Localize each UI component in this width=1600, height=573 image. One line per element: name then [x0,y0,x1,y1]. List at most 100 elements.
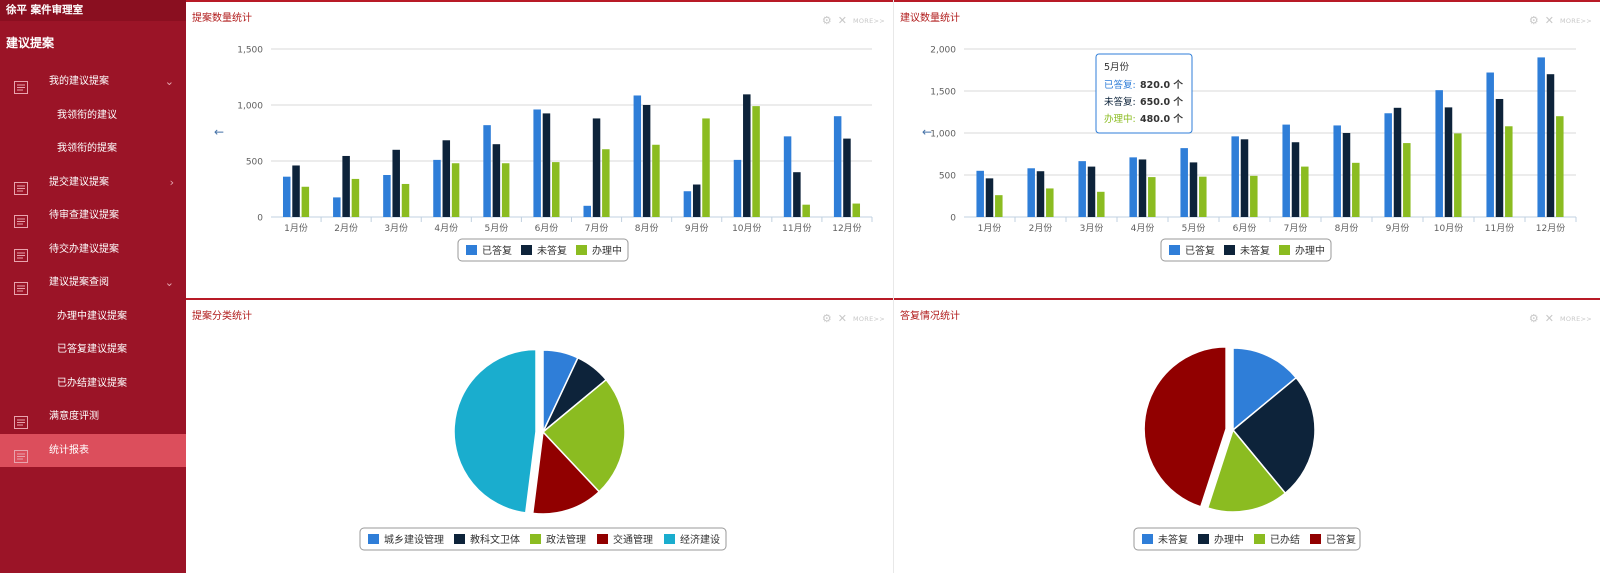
gear-icon[interactable]: ⚙ [1528,312,1539,325]
bar[interactable] [1384,113,1392,217]
legend-swatch[interactable] [1142,534,1153,544]
legend-label[interactable]: 未答复 [1240,244,1270,257]
bar[interactable] [1027,168,1035,217]
back-arrow-icon[interactable]: ← [214,125,224,139]
bar[interactable] [1301,166,1309,217]
sidebar-item-6[interactable]: 建议提案查阅 ⌄ [0,266,186,300]
legend-swatch[interactable] [576,245,587,255]
bar[interactable] [652,144,660,217]
bar[interactable] [1046,188,1054,217]
sidebar-item-8[interactable]: 已答复建议提案 [0,333,186,367]
sidebar-section-title[interactable]: 建议提案 [6,36,55,50]
more-link[interactable]: MORE>> [1559,315,1592,323]
bar[interactable] [793,172,801,217]
bar[interactable] [501,163,510,217]
more-link[interactable]: MORE>> [1559,17,1592,25]
bar[interactable] [1148,177,1156,217]
bar[interactable] [1556,116,1564,217]
bar[interactable] [383,175,391,217]
bar[interactable] [542,113,551,217]
gear-icon[interactable]: ⚙ [1528,14,1539,27]
legend-label[interactable]: 未答复 [1158,533,1188,546]
legend-label[interactable]: 交通管理 [613,533,653,546]
bar[interactable] [1486,72,1494,218]
bar[interactable] [633,95,642,217]
legend-label[interactable]: 经济建设 [680,533,720,546]
bar[interactable] [442,140,451,217]
bar[interactable] [1250,175,1258,217]
legend-label[interactable]: 未答复 [537,244,567,257]
bar[interactable] [976,170,984,217]
bar[interactable] [1495,98,1504,217]
close-icon[interactable]: ✕ [1544,14,1554,27]
bar[interactable] [743,94,751,217]
more-link[interactable]: MORE>> [852,315,885,323]
bar[interactable] [492,144,501,217]
bar[interactable] [392,149,400,217]
bar[interactable] [1435,90,1443,217]
bar[interactable] [1333,125,1341,217]
bar[interactable] [483,125,491,217]
bar[interactable] [401,183,410,217]
legend-swatch[interactable] [1254,534,1265,544]
bar[interactable] [1291,142,1300,217]
bar[interactable] [702,118,710,217]
bar[interactable] [451,163,460,217]
bar[interactable] [1537,57,1545,218]
bar[interactable] [1231,136,1239,217]
bar[interactable] [1180,148,1188,217]
legend-label[interactable]: 已答复 [1185,244,1215,257]
gear-icon[interactable]: ⚙ [821,312,832,325]
close-icon[interactable]: ✕ [837,312,847,325]
legend-swatch[interactable] [1279,245,1290,255]
bar[interactable] [1546,74,1555,217]
legend-swatch[interactable] [597,534,608,544]
bar[interactable] [752,106,760,217]
sidebar-item-3[interactable]: 提交建议提案 › [0,166,186,200]
chevron-icon[interactable]: › [169,175,174,189]
legend-label[interactable]: 已答复 [482,244,512,257]
bar[interactable] [733,159,742,217]
bar[interactable] [301,186,310,217]
chevron-icon[interactable]: ⌄ [164,276,174,289]
bar[interactable] [552,162,560,217]
bar[interactable] [985,178,994,217]
legend-label[interactable]: 办理中 [592,244,622,257]
close-icon[interactable]: ✕ [1544,312,1554,325]
bar[interactable] [1097,191,1105,217]
bar[interactable] [351,178,360,217]
bar[interactable] [833,116,842,217]
bar[interactable] [292,165,300,217]
bar[interactable] [1078,161,1086,217]
bar[interactable] [342,155,350,217]
bar[interactable] [1454,133,1462,217]
pie-slice[interactable] [453,348,537,514]
sidebar-item-1[interactable]: 我领衔的建议 [0,99,186,133]
back-arrow-icon[interactable]: ← [922,125,932,139]
bar[interactable] [533,109,541,217]
bar[interactable] [783,136,792,217]
bar[interactable] [433,159,441,217]
legend-swatch[interactable] [454,534,465,544]
bar[interactable] [333,197,341,217]
bar[interactable] [1138,159,1147,217]
legend-swatch[interactable] [521,245,532,255]
legend-swatch[interactable] [1310,534,1321,544]
bar[interactable] [1393,107,1402,217]
sidebar-item-2[interactable]: 我领衔的提案 [0,132,186,166]
legend-swatch[interactable] [1224,245,1235,255]
bar[interactable] [1087,166,1096,217]
bar[interactable] [1505,126,1513,217]
bar[interactable] [642,105,651,217]
sidebar-item-5[interactable]: 待交办建议提案 [0,233,186,267]
bar[interactable] [1282,124,1290,217]
bar[interactable] [592,118,601,217]
bar[interactable] [1403,143,1411,217]
sidebar-item-10[interactable]: 满意度评测 [0,400,186,434]
bar[interactable] [852,203,861,217]
bar[interactable] [683,191,692,217]
legend-swatch[interactable] [1198,534,1209,544]
bar[interactable] [602,149,610,217]
bar[interactable] [1199,176,1207,217]
bar[interactable] [1352,162,1360,217]
